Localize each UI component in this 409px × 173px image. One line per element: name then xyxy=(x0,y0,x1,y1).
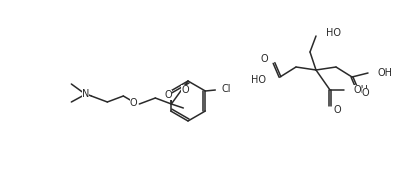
Text: O: O xyxy=(164,90,172,101)
Text: OH: OH xyxy=(377,68,392,78)
Text: N: N xyxy=(82,89,89,99)
Text: O: O xyxy=(333,105,341,115)
Text: O: O xyxy=(362,88,370,98)
Text: HO: HO xyxy=(326,28,341,38)
Text: O: O xyxy=(130,98,137,108)
Text: O: O xyxy=(261,54,268,64)
Text: HO: HO xyxy=(251,75,266,85)
Text: OH: OH xyxy=(353,85,368,95)
Text: O: O xyxy=(181,85,189,95)
Text: Cl: Cl xyxy=(221,84,231,94)
